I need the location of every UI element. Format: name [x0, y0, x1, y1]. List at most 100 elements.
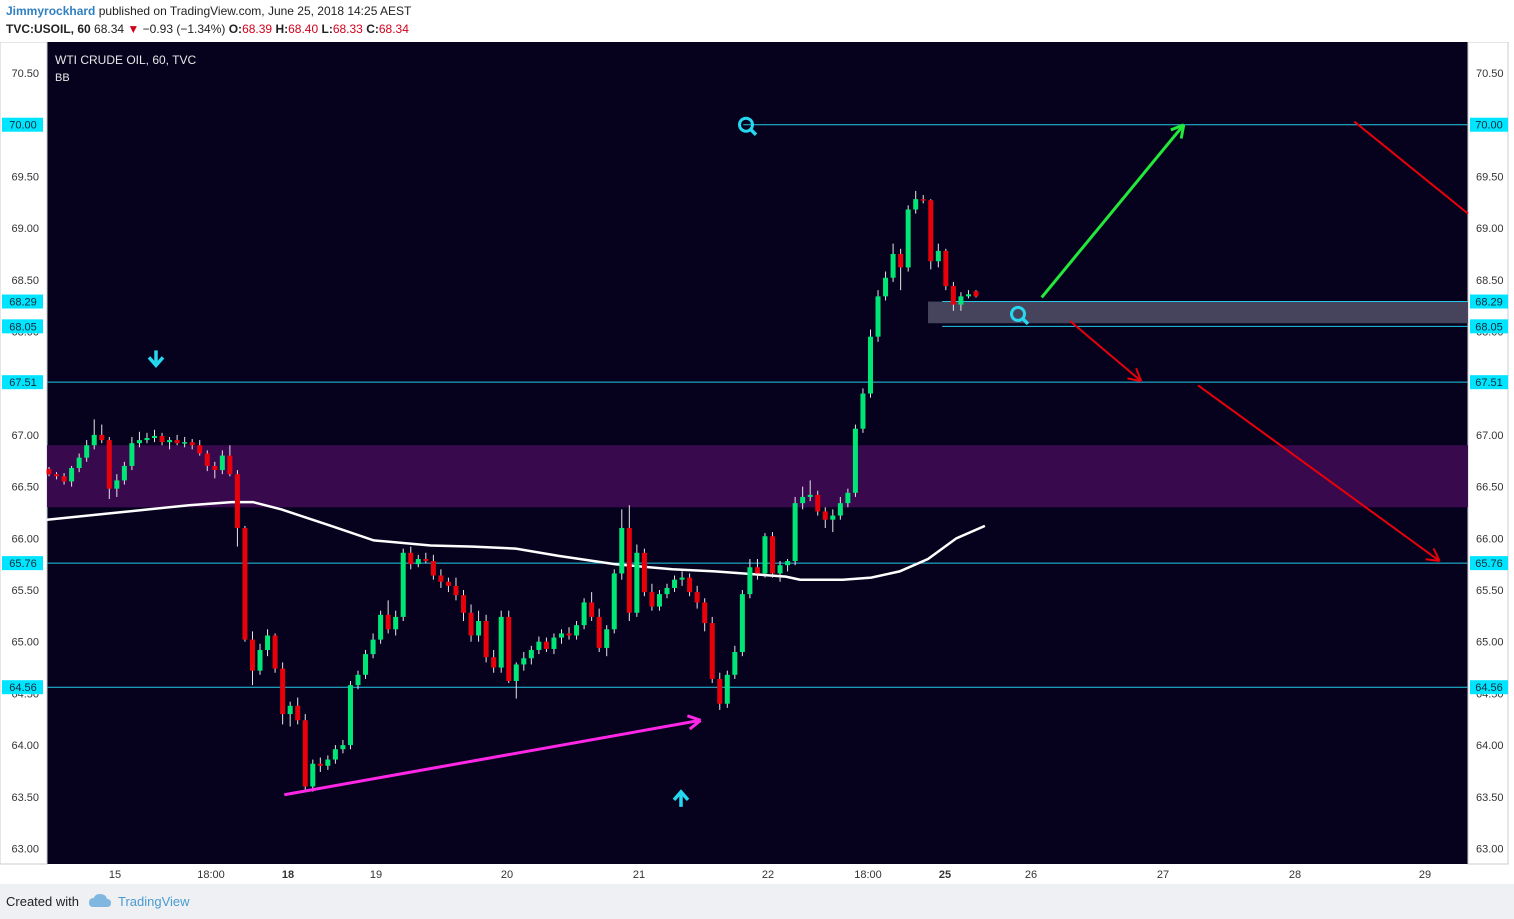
candle-body	[249, 639, 255, 671]
candle-body	[574, 625, 580, 636]
candle-body	[943, 250, 949, 287]
candle-body	[702, 602, 708, 624]
candle-body	[227, 455, 233, 475]
level-label-right: 68.05	[1475, 321, 1503, 333]
candle-body	[807, 494, 813, 497]
candle-body	[792, 503, 798, 562]
candle-body	[589, 602, 595, 617]
candle-body	[762, 536, 768, 574]
x-tick-label: 27	[1157, 869, 1169, 881]
candle-body	[234, 474, 240, 528]
candle-body	[506, 616, 512, 681]
y-tick-left: 67.00	[11, 430, 39, 442]
candle-body	[114, 480, 120, 489]
red-projection-arrow-0-head	[1127, 377, 1142, 383]
level-badge-left	[2, 375, 43, 390]
high-value: 68.40	[288, 22, 319, 36]
candle-body	[634, 552, 640, 613]
candle-body	[423, 558, 429, 562]
author-link[interactable]: Jimmyrockhard	[6, 4, 96, 18]
candle-body	[551, 637, 557, 649]
candle-body	[476, 621, 482, 636]
tradingview-link[interactable]: TradingView	[118, 894, 190, 909]
candle-body	[860, 393, 866, 429]
green-projection-arrow	[1040, 123, 1185, 299]
candle-body	[641, 552, 647, 593]
candle-body	[144, 438, 150, 441]
candle-body	[69, 467, 75, 482]
down-arrow-icon	[147, 350, 165, 369]
red-projection-arrow-0	[1069, 320, 1142, 382]
y-tick-right: 67.00	[1476, 430, 1504, 442]
candle-body	[363, 654, 369, 675]
candle-body	[973, 291, 979, 297]
y-tick-right: 65.50	[1476, 585, 1504, 597]
candle-body	[468, 612, 474, 636]
x-tick-label: 26	[1025, 869, 1037, 881]
red-projection-arrow-1	[1197, 384, 1441, 562]
candle-body	[867, 336, 873, 394]
candle-body	[958, 296, 964, 305]
price-change: −0.93 (−1.34%)	[142, 22, 226, 36]
level-badge-right	[1470, 294, 1508, 309]
magenta-trend-arrow	[284, 718, 701, 797]
candle-body	[242, 527, 248, 640]
candle-body	[920, 199, 926, 201]
candle-body	[905, 209, 911, 268]
candle-body	[732, 652, 738, 675]
candle-body	[167, 440, 173, 443]
candle-body	[136, 440, 142, 444]
candle-body	[91, 434, 97, 446]
y-tick-right: 64.00	[1476, 740, 1504, 752]
red-projection-arrow-1-head	[1425, 558, 1440, 563]
candle-body	[724, 674, 730, 704]
candle-body	[747, 567, 753, 595]
candle-body	[543, 641, 549, 649]
y-tick-left: 69.00	[11, 223, 39, 235]
x-tick-label: 29	[1419, 869, 1431, 881]
candle-body	[461, 595, 467, 613]
search-icon-handle	[1021, 317, 1030, 326]
candle-body	[709, 623, 715, 679]
zone-0	[47, 445, 1468, 508]
candle-body	[754, 567, 760, 574]
candle-body	[430, 561, 436, 576]
low-value: 68.33	[332, 22, 363, 36]
created-with-text: Created with	[6, 894, 79, 909]
candle-body	[491, 657, 497, 668]
red-projection-arrow-1-head	[1432, 547, 1441, 562]
down-arrow-icon-head	[147, 356, 165, 369]
candle-body	[800, 496, 806, 504]
x-tick-label: 20	[501, 869, 513, 881]
level-badge-left	[2, 117, 43, 132]
candle-body	[340, 745, 346, 750]
publish-line: Jimmyrockhard published on TradingView.c…	[6, 4, 411, 18]
last-price: 68.34	[94, 22, 125, 36]
open-label: O:	[228, 22, 243, 36]
x-tick-label: 28	[1289, 869, 1301, 881]
level-badge-right	[1470, 319, 1508, 334]
high-label: H:	[275, 22, 289, 36]
candle-body	[830, 515, 836, 520]
candle-body	[890, 253, 896, 278]
cloud-icon	[89, 894, 111, 907]
candle-body	[536, 641, 542, 650]
level-label-left: 68.05	[9, 321, 37, 333]
candle-body	[355, 674, 361, 686]
candle-body	[445, 581, 451, 586]
candle-body	[408, 552, 414, 565]
candle-body	[99, 434, 105, 441]
candle-body	[287, 705, 293, 715]
candle-body	[84, 445, 90, 458]
low-label: L:	[321, 22, 333, 36]
chart-title: WTI CRUDE OIL, 60, TVC	[55, 53, 196, 67]
candle-body	[649, 592, 655, 607]
candle-body	[159, 435, 165, 443]
x-tick-label: 18:00	[197, 869, 225, 881]
candle-body	[950, 286, 956, 305]
candle-body	[400, 552, 406, 617]
candle-body	[46, 469, 52, 475]
down-triangle-icon: ▼	[127, 22, 140, 36]
published-text: published on TradingView.com, June 25, 2…	[98, 4, 412, 18]
